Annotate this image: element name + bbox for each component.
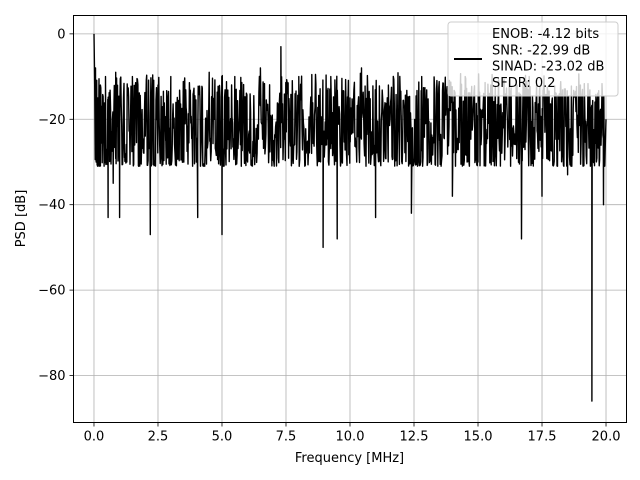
legend-line: ENOB: -4.12 bits	[492, 27, 599, 42]
y-tick-label: −80	[38, 369, 65, 384]
legend: ENOB: -4.12 bits SNR: -22.99 dB SINAD: -23…	[447, 21, 619, 97]
x-tick-label: 2.5	[148, 430, 169, 445]
legend-line: SFDR: 0.2	[492, 76, 556, 91]
y-tick-label: 0	[57, 27, 65, 42]
x-tick-label: 15.0	[464, 430, 493, 445]
x-tick-label: 7.5	[276, 430, 297, 445]
x-tick-label: 17.5	[528, 430, 557, 445]
y-tick-label: −60	[38, 284, 65, 299]
x-tick-label: 12.5	[400, 430, 429, 445]
x-axis: 0.0 2.5 5.0 7.5 10.0 12.5 15.0 17.5 20.0	[84, 422, 621, 445]
legend-label: ENOB: -4.12 bits SNR: -22.99 dB SINAD: -23…	[492, 27, 604, 91]
y-axis: 0 −20 −40 −60 −80	[38, 27, 74, 384]
data-series	[93, 33, 607, 402]
y-axis-title: PSD [dB]	[14, 190, 29, 248]
legend-line: SNR: -22.99 dB	[492, 43, 590, 58]
legend-box	[447, 21, 619, 97]
x-tick-label: 20.0	[592, 430, 621, 445]
x-tick-label: 5.0	[212, 430, 233, 445]
x-axis-title: Frequency [MHz]	[295, 451, 404, 466]
y-tick-label: −40	[38, 198, 65, 213]
x-tick-label: 10.0	[336, 430, 365, 445]
y-tick-label: −20	[38, 113, 65, 128]
psd-series-line	[93, 33, 607, 402]
x-tick-label: 0.0	[84, 430, 105, 445]
legend-line: SINAD: -23.02 dB	[492, 60, 604, 75]
